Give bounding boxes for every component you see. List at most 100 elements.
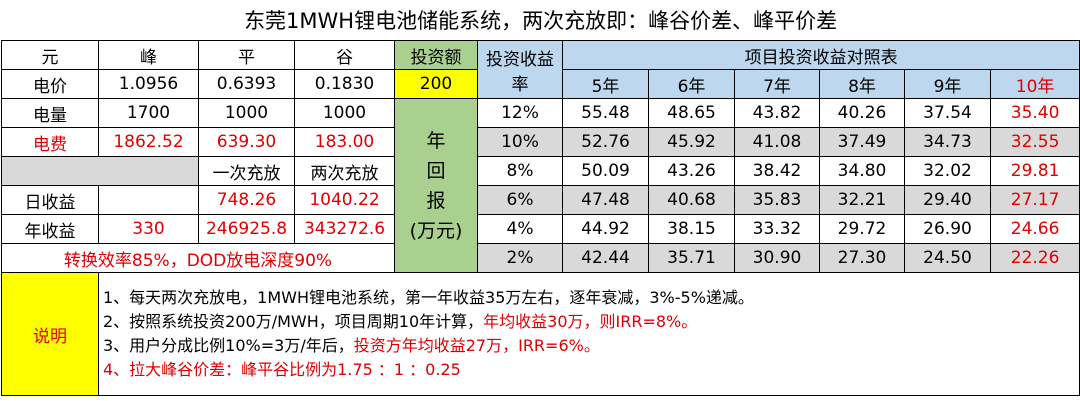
year: 10年 (989, 69, 1080, 99)
price-cell: 电价 (1, 69, 99, 99)
price-cell: 1.0956 (98, 69, 199, 99)
return-value: 40.26 (819, 98, 905, 128)
annual-value: 343272.6 (294, 214, 395, 244)
return-value: 32.55 (989, 127, 1080, 157)
blank (1, 156, 199, 186)
note-line: 3、用户分成比例10%=3万/年后，投资方年均收益27万，IRR=6%。 (103, 334, 1079, 358)
return-value: 43.26 (648, 156, 735, 186)
blank (98, 185, 199, 215)
return-value: 55.48 (562, 98, 649, 128)
return-value: 22.26 (989, 243, 1080, 273)
return-value: 29.40 (904, 185, 991, 215)
row: 东莞1MWH锂电池储能系统，两次充放即：峰谷价差、峰平价差 (1, 0, 1080, 41)
row: 日收益 748.26 1040.22 6% 47.48 40.68 35.83 32.21 29… (1, 185, 1080, 215)
row: 电费 1862.52 639.30 183.00 10% 52.76 45.92 41.08 3… (1, 127, 1080, 157)
header-cell: 元 (1, 40, 99, 70)
return-value: 29.81 (989, 156, 1080, 186)
cost-cell: 639.30 (198, 127, 295, 157)
return-value: 26.90 (904, 214, 991, 244)
cost-cell: 电费 (1, 127, 99, 157)
return-value: 37.49 (819, 127, 905, 157)
return-value: 52.76 (562, 127, 649, 157)
annual-value: 330 (98, 214, 199, 244)
note-label: 说明 (1, 272, 99, 396)
notes: 1、每天两次充放电，1MWH锂电池系统，第一年收益35万左右，逐年衰减，3%-5… (97, 272, 1080, 396)
rate: 6% (477, 185, 563, 215)
header-cell: 峰 (98, 40, 199, 70)
return-value: 27.17 (989, 185, 1080, 215)
return-value: 34.80 (819, 156, 905, 186)
rate: 4% (477, 214, 563, 244)
return-value: 42.44 (562, 243, 649, 273)
return-value: 47.48 (562, 185, 649, 215)
year: 5年 (562, 69, 649, 99)
return-value: 33.32 (734, 214, 820, 244)
returns-title: 项目投资收益对照表 (561, 40, 1080, 70)
return-label-part: (万元) (409, 219, 463, 242)
return-value: 45.92 (648, 127, 735, 157)
volume-cell: 1000 (294, 98, 395, 128)
row: 电价 1.0956 0.6393 0.1830 200 5年 6年 7年 8年 9年 10年 (1, 69, 1080, 99)
header-cell: 谷 (294, 40, 395, 70)
year: 9年 (904, 69, 991, 99)
daily-label: 日收益 (1, 185, 99, 215)
note-text: 2、按照系统投资200万/MWH，项目周期10年计算， (103, 312, 484, 331)
note-text: 4、拉大峰谷价差：峰平谷比例为1.75 ：1 ：0.25 (103, 360, 461, 379)
return-value: 30.90 (734, 243, 820, 273)
row: 转换效率85%，DOD放电深度90% 2% 42.44 35.71 30.90 27.30… (1, 243, 1080, 273)
cost-cell: 1862.52 (98, 127, 199, 157)
volume-cell: 1700 (98, 98, 199, 128)
return-value: 32.02 (904, 156, 991, 186)
return-label-part: 报 (426, 189, 446, 212)
return-value: 43.82 (734, 98, 820, 128)
return-value: 38.42 (734, 156, 820, 186)
return-value: 27.30 (819, 243, 905, 273)
year: 7年 (734, 69, 820, 99)
return-value: 48.65 (648, 98, 735, 128)
return-value: 35.40 (989, 98, 1080, 128)
note-text: 投资方年均收益27万，IRR=6%。 (353, 336, 600, 355)
return-value: 35.71 (648, 243, 735, 273)
note-text: 年均收益30万，则IRR=8%。 (483, 312, 698, 331)
year: 6年 (648, 69, 735, 99)
header-cell: 平 (198, 40, 295, 70)
return-value: 24.66 (989, 214, 1080, 244)
return-value: 29.72 (819, 214, 905, 244)
title: 东莞1MWH锂电池储能系统，两次充放即：峰谷价差、峰平价差 (1, 0, 1080, 41)
note-text: 3、用户分成比例10%=3万/年后， (103, 336, 354, 355)
return-value: 24.50 (904, 243, 991, 273)
row: 一次充放 两次充放 8% 50.09 43.26 38.42 34.80 32.02 29.81 (1, 156, 1080, 186)
annual-value: 246925.8 (198, 214, 295, 244)
investment-label: 投资额 (394, 40, 478, 70)
row: 电量 1700 1000 1000 年回报 (万元) 12% 55.48 48.65 43.82 4… (1, 98, 1080, 273)
return-value: 38.15 (648, 214, 735, 244)
return-value: 40.68 (648, 185, 735, 215)
return-value: 32.21 (819, 185, 905, 215)
note-line: 1、每天两次充放电，1MWH锂电池系统，第一年收益35万左右，逐年衰减，3%-5… (103, 286, 1079, 310)
cost-cell: 183.00 (294, 127, 395, 157)
charge-mode: 两次充放 (294, 156, 395, 186)
efficiency-note: 转换效率85%，DOD放电深度90% (1, 243, 395, 273)
row: 元峰平谷投资额 投资收益率 项目投资收益对照表 (1, 40, 1080, 99)
volume-cell: 电量 (1, 98, 99, 128)
daily-value: 1040.22 (294, 185, 395, 215)
year: 8年 (819, 69, 905, 99)
price-cell: 0.6393 (198, 69, 295, 99)
return-value: 35.83 (734, 185, 820, 215)
rate: 10% (477, 127, 563, 157)
return-label-part: 年 (426, 129, 446, 152)
note-line: 2、按照系统投资200万/MWH，项目周期10年计算，年均收益30万，则IRR=… (103, 310, 1079, 334)
price-cell: 0.1830 (294, 69, 395, 99)
rate: 12% (477, 98, 563, 128)
return-value: 44.92 (562, 214, 649, 244)
return-value: 41.08 (734, 127, 820, 157)
row: 说明 1、每天两次充放电，1MWH锂电池系统，第一年收益35万左右，逐年衰减，3%… (1, 272, 1080, 396)
note-text: 1、每天两次充放电，1MWH锂电池系统，第一年收益35万左右，逐年衰减，3%-5… (103, 288, 754, 307)
rate: 8% (477, 156, 563, 186)
return-value: 50.09 (562, 156, 649, 186)
annual-label: 年收益 (1, 214, 99, 244)
volume-cell: 1000 (198, 98, 295, 128)
row: 年收益 330 246925.8 343272.6 4% 44.92 38.15 33.32 2… (1, 214, 1080, 244)
